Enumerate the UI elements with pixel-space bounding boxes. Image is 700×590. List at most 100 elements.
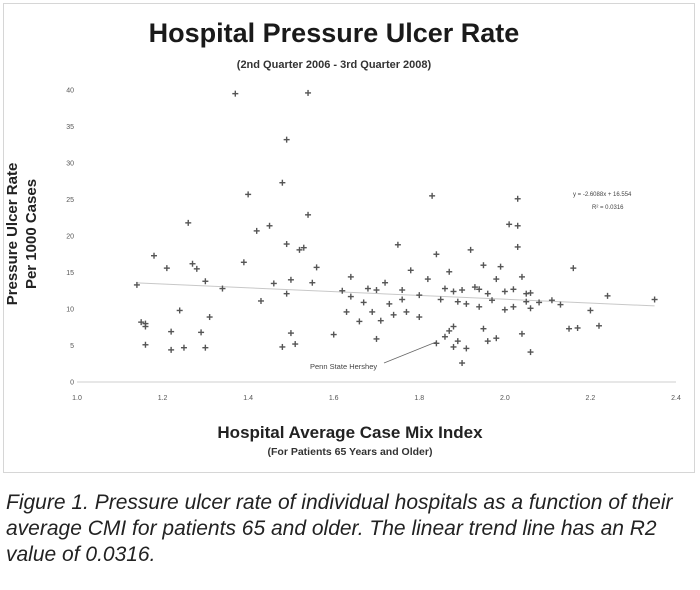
data-point xyxy=(604,292,611,299)
x-axis-sublabel: (For Patients 65 Years and Older) xyxy=(267,446,433,458)
y-axis-label-line2: Per 1000 Cases xyxy=(23,178,40,290)
data-point xyxy=(527,349,534,356)
data-point xyxy=(283,136,290,143)
data-point xyxy=(651,296,658,303)
data-point xyxy=(300,244,307,251)
y-tick-label: 10 xyxy=(66,307,74,314)
data-point xyxy=(193,265,200,272)
x-tick-label: 1.4 xyxy=(243,395,253,402)
scatter-plot: 0 5 10 15 20 25 30 35 40 1.0 1.2 1.4 1.6 1.8 2.0 2.2 2.… xyxy=(66,88,681,403)
data-point xyxy=(287,330,294,337)
data-point xyxy=(523,290,530,297)
y-tick-label: 30 xyxy=(66,161,74,168)
data-point xyxy=(484,338,491,345)
y-tick-label: 5 xyxy=(70,343,74,350)
data-point xyxy=(471,284,478,291)
y-tick-label: 0 xyxy=(70,380,74,387)
data-point xyxy=(198,329,205,336)
data-point xyxy=(557,301,564,308)
data-point xyxy=(399,296,406,303)
data-point xyxy=(399,287,406,294)
data-point xyxy=(142,320,149,327)
data-point xyxy=(450,323,457,330)
data-point xyxy=(138,319,145,326)
x-tick-label: 2.0 xyxy=(500,395,510,402)
callout-label: Penn State Hershey xyxy=(310,362,377,371)
data-point xyxy=(441,333,448,340)
data-point xyxy=(480,262,487,269)
data-point xyxy=(429,192,436,199)
data-point xyxy=(168,346,175,353)
x-axis-label: Hospital Average Case Mix Index xyxy=(217,423,483,442)
data-point xyxy=(270,280,277,287)
data-point xyxy=(283,290,290,297)
data-point xyxy=(151,252,158,259)
data-point xyxy=(219,285,226,292)
data-point xyxy=(595,322,602,329)
data-point xyxy=(493,276,500,283)
data-point xyxy=(518,330,525,337)
chart-subtitle: (2nd Quarter 2006 - 3rd Quarter 2008) xyxy=(236,59,432,71)
data-point xyxy=(339,287,346,294)
data-point xyxy=(168,328,175,335)
data-point xyxy=(441,285,448,292)
data-point xyxy=(305,89,312,96)
data-point xyxy=(202,344,209,351)
data-point xyxy=(501,306,508,313)
data-point xyxy=(506,221,513,228)
data-point xyxy=(309,279,316,286)
data-point xyxy=(416,314,423,321)
data-point xyxy=(305,211,312,218)
data-point xyxy=(433,251,440,258)
data-point xyxy=(463,345,470,352)
data-point xyxy=(476,303,483,310)
data-point xyxy=(377,317,384,324)
data-point xyxy=(403,308,410,315)
data-point xyxy=(536,299,543,306)
data-point xyxy=(296,246,303,253)
x-tick-label: 1.2 xyxy=(158,395,168,402)
trend-equation: y = -2.6088x + 16.554 xyxy=(573,192,632,198)
data-point xyxy=(142,341,149,348)
data-point xyxy=(382,279,389,286)
data-point xyxy=(459,287,466,294)
data-point xyxy=(476,286,483,293)
data-point xyxy=(266,222,273,229)
chart-title: Hospital Pressure Ulcer Rate xyxy=(148,18,520,48)
data-point xyxy=(245,191,252,198)
figure-caption: Figure 1. Pressure ulcer rate of individ… xyxy=(6,491,673,566)
data-point xyxy=(386,300,393,307)
data-point xyxy=(373,335,380,342)
data-point xyxy=(347,293,354,300)
data-point xyxy=(527,289,534,296)
data-point xyxy=(514,243,521,250)
data-point xyxy=(514,195,521,202)
data-point xyxy=(360,299,367,306)
data-point xyxy=(437,296,444,303)
y-axis-label-line1: Pressure Ulcer Rate xyxy=(4,162,21,306)
data-point xyxy=(163,265,170,272)
data-point xyxy=(454,338,461,345)
data-point xyxy=(484,290,491,297)
data-point xyxy=(463,300,470,307)
data-point xyxy=(497,263,504,270)
data-point xyxy=(292,341,299,348)
data-point xyxy=(257,297,264,304)
data-point xyxy=(446,268,453,275)
data-point xyxy=(330,331,337,338)
x-tick-label: 2.2 xyxy=(586,395,596,402)
data-point xyxy=(279,179,286,186)
data-point xyxy=(450,343,457,350)
x-tick-label: 1.8 xyxy=(414,395,424,402)
data-point xyxy=(176,307,183,314)
data-point xyxy=(493,335,500,342)
data-point xyxy=(514,222,521,229)
data-point xyxy=(394,241,401,248)
r-squared-label: R² = 0.0316 xyxy=(592,205,624,211)
x-tick-label: 2.4 xyxy=(671,395,681,402)
data-point xyxy=(232,90,239,97)
data-point xyxy=(570,265,577,272)
x-tick-label: 1.6 xyxy=(329,395,339,402)
data-point xyxy=(343,308,350,315)
trend-line xyxy=(136,282,655,307)
